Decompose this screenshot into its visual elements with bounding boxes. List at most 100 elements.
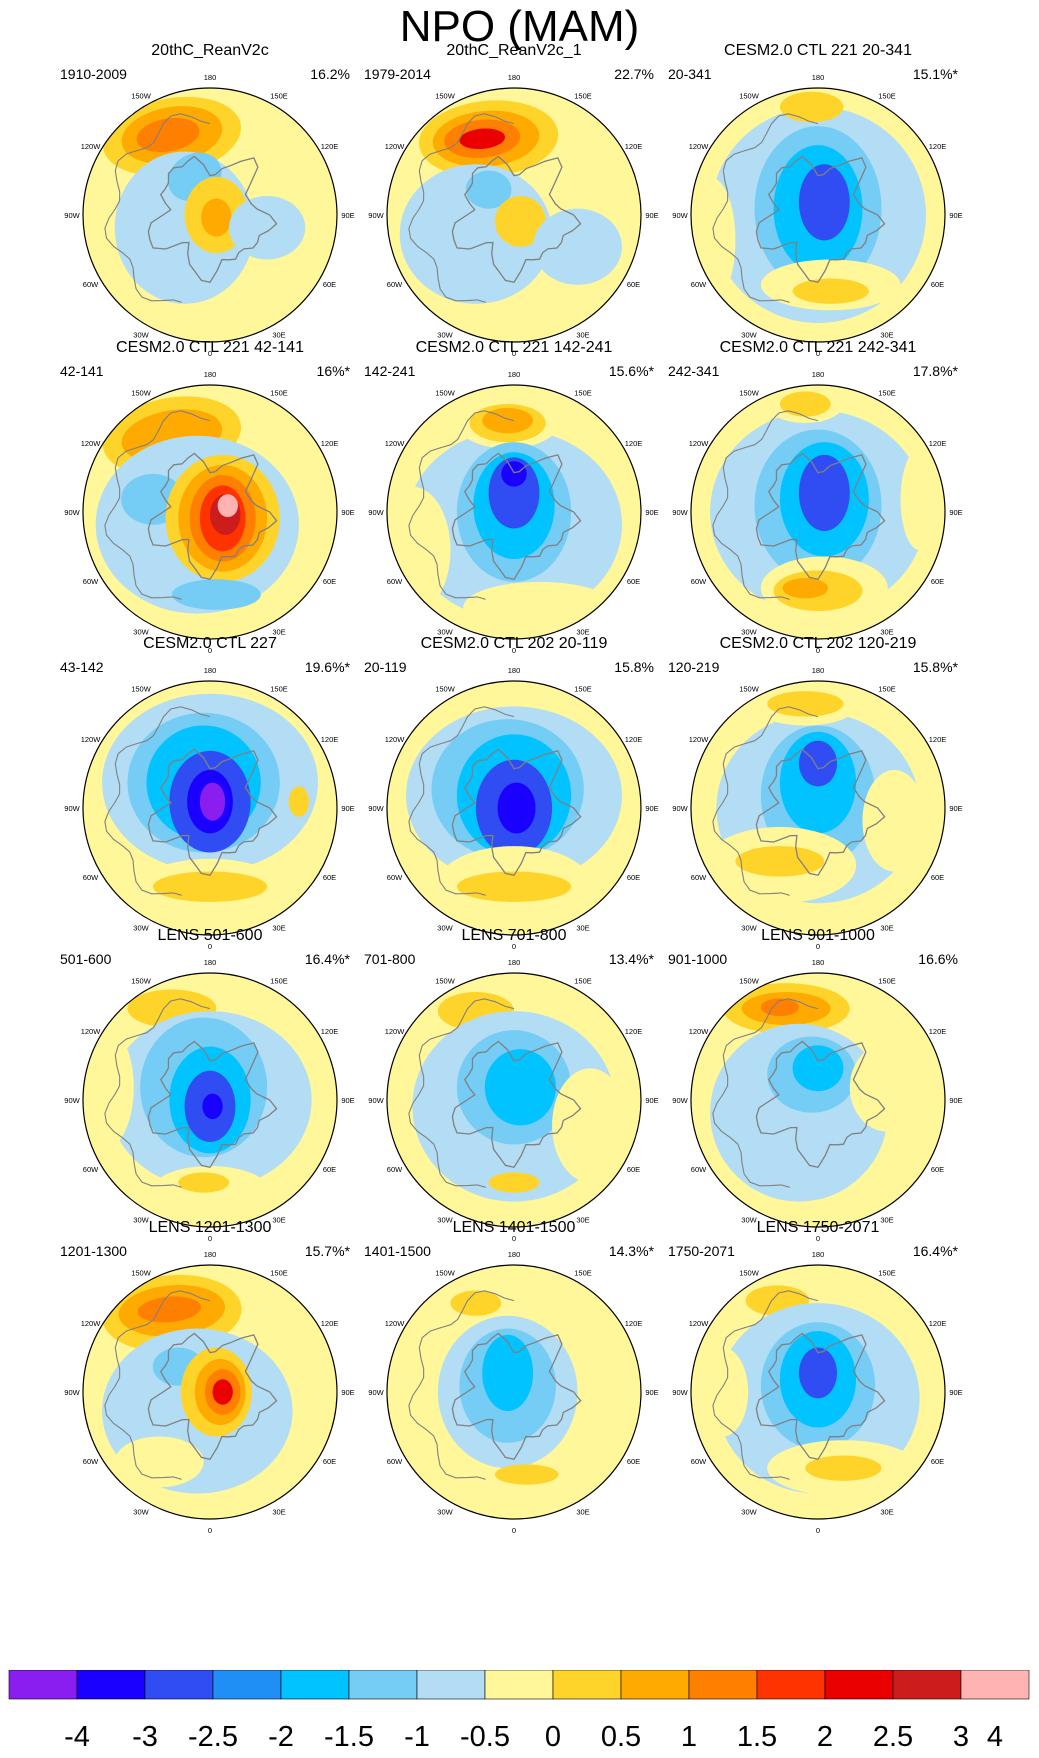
panel-variance: 16.6%	[918, 951, 958, 967]
longitude-label: 90E	[341, 1388, 354, 1397]
longitude-label: 0	[208, 646, 212, 655]
longitude-label: 0	[208, 1234, 212, 1243]
longitude-label: 30W	[133, 1508, 149, 1517]
panel-period: 1979-2014	[364, 66, 431, 82]
longitude-label: 30E	[576, 331, 589, 340]
anomaly-contour	[552, 1068, 629, 1183]
anomaly-contour	[459, 128, 506, 150]
panel-variance: 15.1%*	[913, 66, 959, 82]
longitude-label: 90E	[645, 1096, 658, 1105]
longitude-label: 60W	[691, 1457, 707, 1466]
longitude-label: 150W	[435, 389, 456, 398]
longitude-label: 180	[508, 370, 521, 379]
colorbar-tick-label: -2	[268, 1721, 294, 1753]
longitude-label: 120W	[689, 1027, 710, 1036]
map-fill	[387, 1265, 641, 1519]
longitude-label: 150W	[131, 92, 152, 101]
longitude-label: 60W	[83, 577, 99, 586]
panel-title: CESM2.0 CTL 221 42-141	[116, 339, 304, 356]
longitude-label: 150E	[270, 92, 288, 101]
longitude-label: 150W	[435, 685, 456, 694]
colorbar-swatch	[76, 1670, 146, 1700]
panel-title: LENS 501-600	[158, 927, 263, 944]
map-boundary	[690, 1264, 946, 1520]
map-panel: LENS 1750-2071 1750-2071 16.4%* 180 150E 120E…	[668, 1219, 963, 1535]
anomaly-contour	[201, 198, 232, 237]
longitude-label: 90W	[368, 804, 384, 813]
coastline	[408, 998, 515, 1188]
longitude-label: 90E	[949, 508, 962, 517]
colorbar-tick-label: 3	[953, 1721, 969, 1753]
longitude-label: 60E	[627, 1165, 640, 1174]
longitude-label: 60E	[931, 577, 944, 586]
panel-period: 701-800	[364, 951, 416, 967]
longitude-label: 150W	[131, 685, 152, 694]
longitude-label: 120W	[81, 1027, 102, 1036]
longitude-label: 0	[512, 349, 516, 358]
colorbar-tick-label: 1	[681, 1721, 697, 1753]
longitude-label: 90W	[672, 508, 688, 517]
longitude-label: 150W	[739, 92, 760, 101]
longitude-label: 180	[204, 666, 217, 675]
colorbar-swatch	[144, 1670, 214, 1700]
panel-period: 501-600	[60, 951, 112, 967]
longitude-label: 0	[816, 349, 820, 358]
longitude-label: 150E	[574, 92, 592, 101]
colorbar-tick-label: -4	[64, 1721, 90, 1753]
map-fill	[691, 681, 945, 935]
panel-title: LENS 1201-1300	[149, 1219, 272, 1236]
longitude-label: 120W	[385, 142, 406, 151]
map-boundary	[82, 1264, 338, 1520]
panel-variance: 15.7%*	[305, 1243, 351, 1259]
panel-period: 1401-1500	[364, 1243, 431, 1259]
longitude-label: 120E	[625, 735, 643, 744]
panel-period: 242-341	[668, 363, 720, 379]
anomaly-contour	[488, 1172, 540, 1193]
longitude-label: 90W	[368, 1388, 384, 1397]
longitude-label: 30W	[437, 1216, 453, 1225]
longitude-label: 90W	[672, 1388, 688, 1397]
coastline	[451, 1332, 582, 1461]
colorbar-swatch	[484, 1670, 554, 1700]
longitude-label: 60E	[931, 280, 944, 289]
longitude-label: 60W	[387, 1165, 403, 1174]
coastline	[408, 1290, 515, 1480]
colorbar-swatch	[416, 1670, 486, 1700]
coastline	[451, 748, 582, 877]
colorbar-tick-label: 4	[987, 1721, 1003, 1753]
anomaly-contour	[501, 461, 527, 487]
map-boundary	[386, 87, 642, 343]
coastline	[147, 1040, 278, 1169]
longitude-label: 60E	[323, 1457, 336, 1466]
longitude-label: 150E	[574, 1269, 592, 1278]
coastline	[104, 113, 211, 303]
longitude-label: 60E	[627, 873, 640, 882]
anomaly-contour	[199, 782, 226, 821]
longitude-label: 90W	[368, 211, 384, 220]
longitude-label: 150E	[878, 1269, 896, 1278]
coastline	[104, 410, 211, 600]
longitude-label: 150W	[131, 1269, 152, 1278]
coastline	[451, 155, 582, 284]
map-fill	[691, 973, 945, 1227]
longitude-label: 120E	[321, 1027, 339, 1036]
panel-title: CESM2.0 CTL 221 20-341	[724, 42, 912, 59]
longitude-label: 30W	[133, 1216, 149, 1225]
coastline	[147, 1332, 278, 1461]
longitude-label: 180	[204, 370, 217, 379]
panel-title: CESM2.0 CTL 227	[143, 635, 277, 652]
longitude-label: 150W	[739, 1269, 760, 1278]
longitude-label: 180	[204, 1250, 217, 1259]
map-panel: CESM2.0 CTL 221 42-141 42-141 16%* 180 150E 1…	[60, 339, 355, 655]
anomaly-contour	[288, 786, 310, 817]
longitude-label: 120W	[385, 1319, 406, 1328]
map-panel: LENS 901-1000 901-1000 16.6% 180 150E 120E 90E…	[668, 927, 963, 1243]
colorbar-tick-label: -2.5	[188, 1721, 238, 1753]
anomaly-contour	[862, 769, 926, 872]
anomaly-contour	[482, 1334, 534, 1412]
longitude-label: 120W	[689, 1319, 710, 1328]
longitude-label: 120W	[81, 735, 102, 744]
longitude-label: 150E	[878, 389, 896, 398]
anomaly-contour	[533, 208, 622, 285]
longitude-label: 30E	[272, 1216, 285, 1225]
